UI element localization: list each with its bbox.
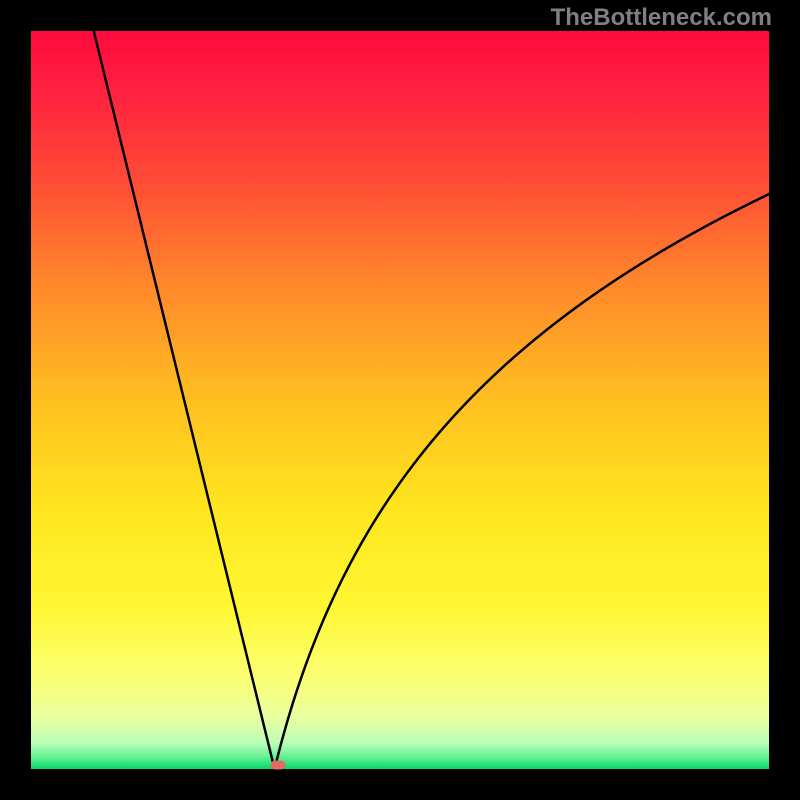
watermark-text: TheBottleneck.com <box>551 4 772 32</box>
chart-frame: TheBottleneck.com <box>0 0 800 800</box>
plot-area <box>31 31 769 769</box>
curve-path <box>94 31 769 769</box>
bottleneck-curve <box>31 31 769 769</box>
vertex-marker <box>271 760 286 769</box>
